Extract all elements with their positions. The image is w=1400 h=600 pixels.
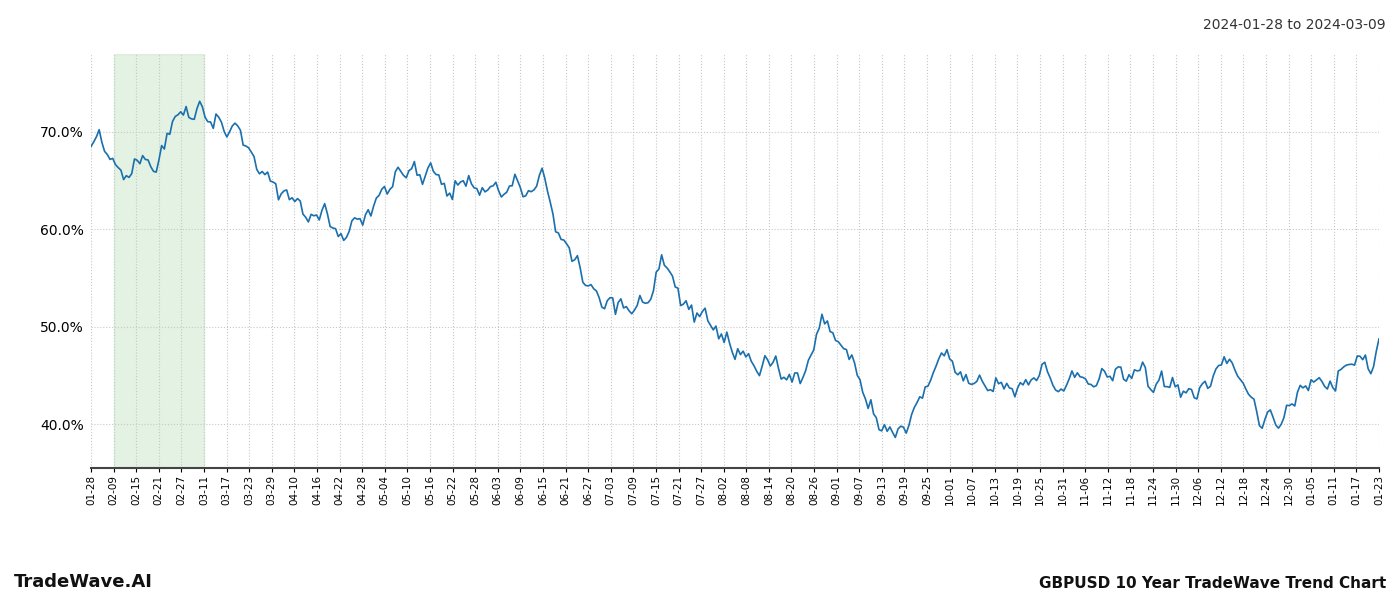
Text: TradeWave.AI: TradeWave.AI [14,573,153,591]
Text: 2024-01-28 to 2024-03-09: 2024-01-28 to 2024-03-09 [1204,18,1386,32]
Bar [113,54,204,468]
Text: GBPUSD 10 Year TradeWave Trend Chart: GBPUSD 10 Year TradeWave Trend Chart [1039,576,1386,591]
